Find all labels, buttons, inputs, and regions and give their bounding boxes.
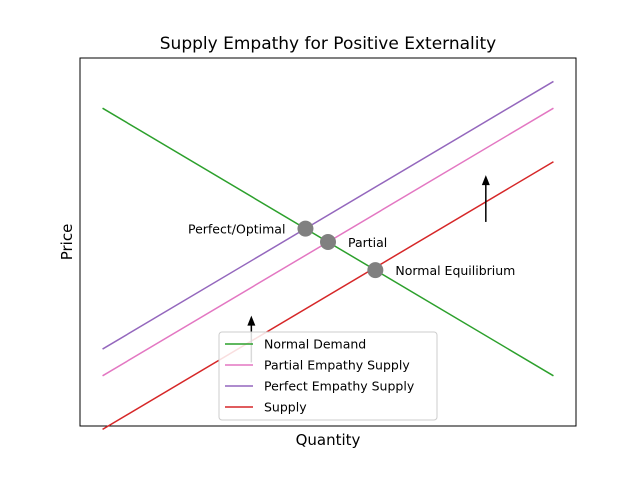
legend-label-0: Normal Demand [264, 337, 366, 352]
point-label-2: Normal Equilibrium [395, 263, 515, 278]
series-line-2 [102, 80, 554, 350]
shift-arrow-1 [481, 175, 490, 222]
point-label-1: Partial [348, 235, 387, 250]
legend-label-3: Supply [264, 400, 307, 415]
point-layer: Perfect/Optimal Partial Normal Equilibrium [188, 220, 515, 279]
y-axis-label: Price [58, 224, 76, 261]
chart-title: Supply Empathy for Positive Externality [160, 34, 496, 54]
equilibrium-point-1 [320, 234, 336, 250]
legend-box [218, 331, 438, 421]
series-line-3 [102, 161, 554, 430]
legend-label-1: Partial Empathy Supply [264, 358, 410, 373]
x-axis-label: Quantity [296, 431, 361, 449]
equilibrium-point-2 [367, 262, 384, 279]
legend: Normal Demand Partial Empathy Supply Perfe… [218, 331, 438, 421]
point-label-0: Perfect/Optimal [188, 222, 285, 237]
equilibrium-point-0 [297, 220, 314, 237]
plot-area [79, 57, 577, 427]
legend-label-2: Perfect Empathy Supply [264, 379, 415, 394]
